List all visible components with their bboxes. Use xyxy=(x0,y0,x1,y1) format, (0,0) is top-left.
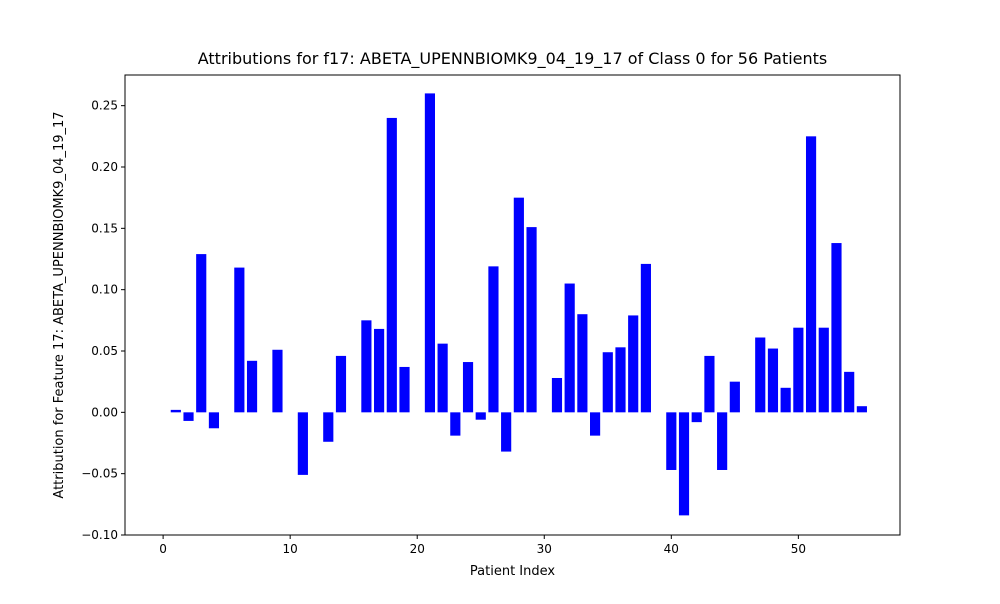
x-tick-label: 20 xyxy=(410,542,425,556)
bar-patient-16 xyxy=(361,320,372,413)
chart-title: Attributions for f17: ABETA_UPENNBIOMK9_… xyxy=(198,49,828,69)
y-tick-label: −0.10 xyxy=(81,528,118,542)
bar-patient-47 xyxy=(755,337,766,413)
bar-patient-51 xyxy=(805,136,817,413)
bar-patient-34 xyxy=(590,412,601,436)
bar-patient-43 xyxy=(704,355,715,413)
y-axis-label: Attribution for Feature 17: ABETA_UPENNB… xyxy=(52,111,67,498)
bar-patient-28 xyxy=(513,197,524,413)
y-tick-label: 0.20 xyxy=(91,160,118,174)
bar-patient-48 xyxy=(767,348,779,413)
y-tick-label: −0.05 xyxy=(81,467,118,481)
bar-patient-50 xyxy=(793,327,804,413)
bar-patient-41 xyxy=(678,412,690,516)
bar-patient-29 xyxy=(526,227,537,413)
bar-patient-36 xyxy=(615,347,626,413)
bar-patient-53 xyxy=(831,243,842,413)
y-tick-label: 0.10 xyxy=(91,283,118,297)
bar-patient-11 xyxy=(297,412,308,475)
bar-patient-9 xyxy=(272,349,283,413)
bar-patient-37 xyxy=(628,315,639,413)
bar-patient-54 xyxy=(844,371,855,413)
y-tick-label: 0.05 xyxy=(91,344,118,358)
bar-patient-45 xyxy=(729,381,740,413)
x-tick-label: 10 xyxy=(283,542,298,556)
bar-patient-49 xyxy=(780,387,791,413)
x-tick-label: 0 xyxy=(159,542,167,556)
bar-patient-2 xyxy=(183,412,194,421)
x-tick-label: 50 xyxy=(791,542,806,556)
bar-patient-13 xyxy=(323,412,334,442)
bar-patient-21 xyxy=(424,93,435,413)
bar-patient-17 xyxy=(374,328,385,413)
bar-patient-3 xyxy=(196,254,207,413)
y-axis-ticks: −0.10 −0.05 0.00 0.05 0.10 0.15 0.20 0.25 xyxy=(81,99,125,542)
y-tick-label: 0.15 xyxy=(91,221,118,235)
bar-patient-31 xyxy=(551,377,563,413)
bar-patient-44 xyxy=(717,412,728,470)
bar-patient-26 xyxy=(488,266,499,413)
bar-patient-22 xyxy=(437,343,448,413)
bar-patient-7 xyxy=(246,360,258,413)
bar-patient-33 xyxy=(577,314,588,413)
x-tick-label: 30 xyxy=(537,542,552,556)
x-axis-label: Patient Index xyxy=(470,564,555,579)
bar-patient-42 xyxy=(691,412,702,423)
bar-patient-40 xyxy=(666,412,677,470)
bar-patient-19 xyxy=(399,366,410,413)
y-tick-label: 0.25 xyxy=(91,99,118,113)
bar-patient-38 xyxy=(640,263,651,413)
x-tick-label: 40 xyxy=(664,542,679,556)
bar-patient-1 xyxy=(170,409,181,413)
bar-patient-18 xyxy=(386,117,397,413)
plot-frame xyxy=(124,74,901,536)
y-tick-label: 0.00 xyxy=(91,405,118,419)
x-axis-ticks: 0 10 20 30 40 50 xyxy=(159,535,806,556)
bar-patient-27 xyxy=(501,412,512,452)
bar-patient-52 xyxy=(818,327,829,413)
bar-patient-32 xyxy=(564,283,575,413)
bar-patient-25 xyxy=(475,412,486,420)
bar-patient-14 xyxy=(335,355,347,413)
bars-layer xyxy=(170,93,867,516)
bar-patient-35 xyxy=(602,352,613,413)
bar-patient-23 xyxy=(450,412,461,436)
bar-patient-6 xyxy=(234,267,245,413)
bar-patient-55 xyxy=(856,406,867,413)
bar-patient-4 xyxy=(208,412,220,429)
bar-patient-24 xyxy=(462,362,474,413)
